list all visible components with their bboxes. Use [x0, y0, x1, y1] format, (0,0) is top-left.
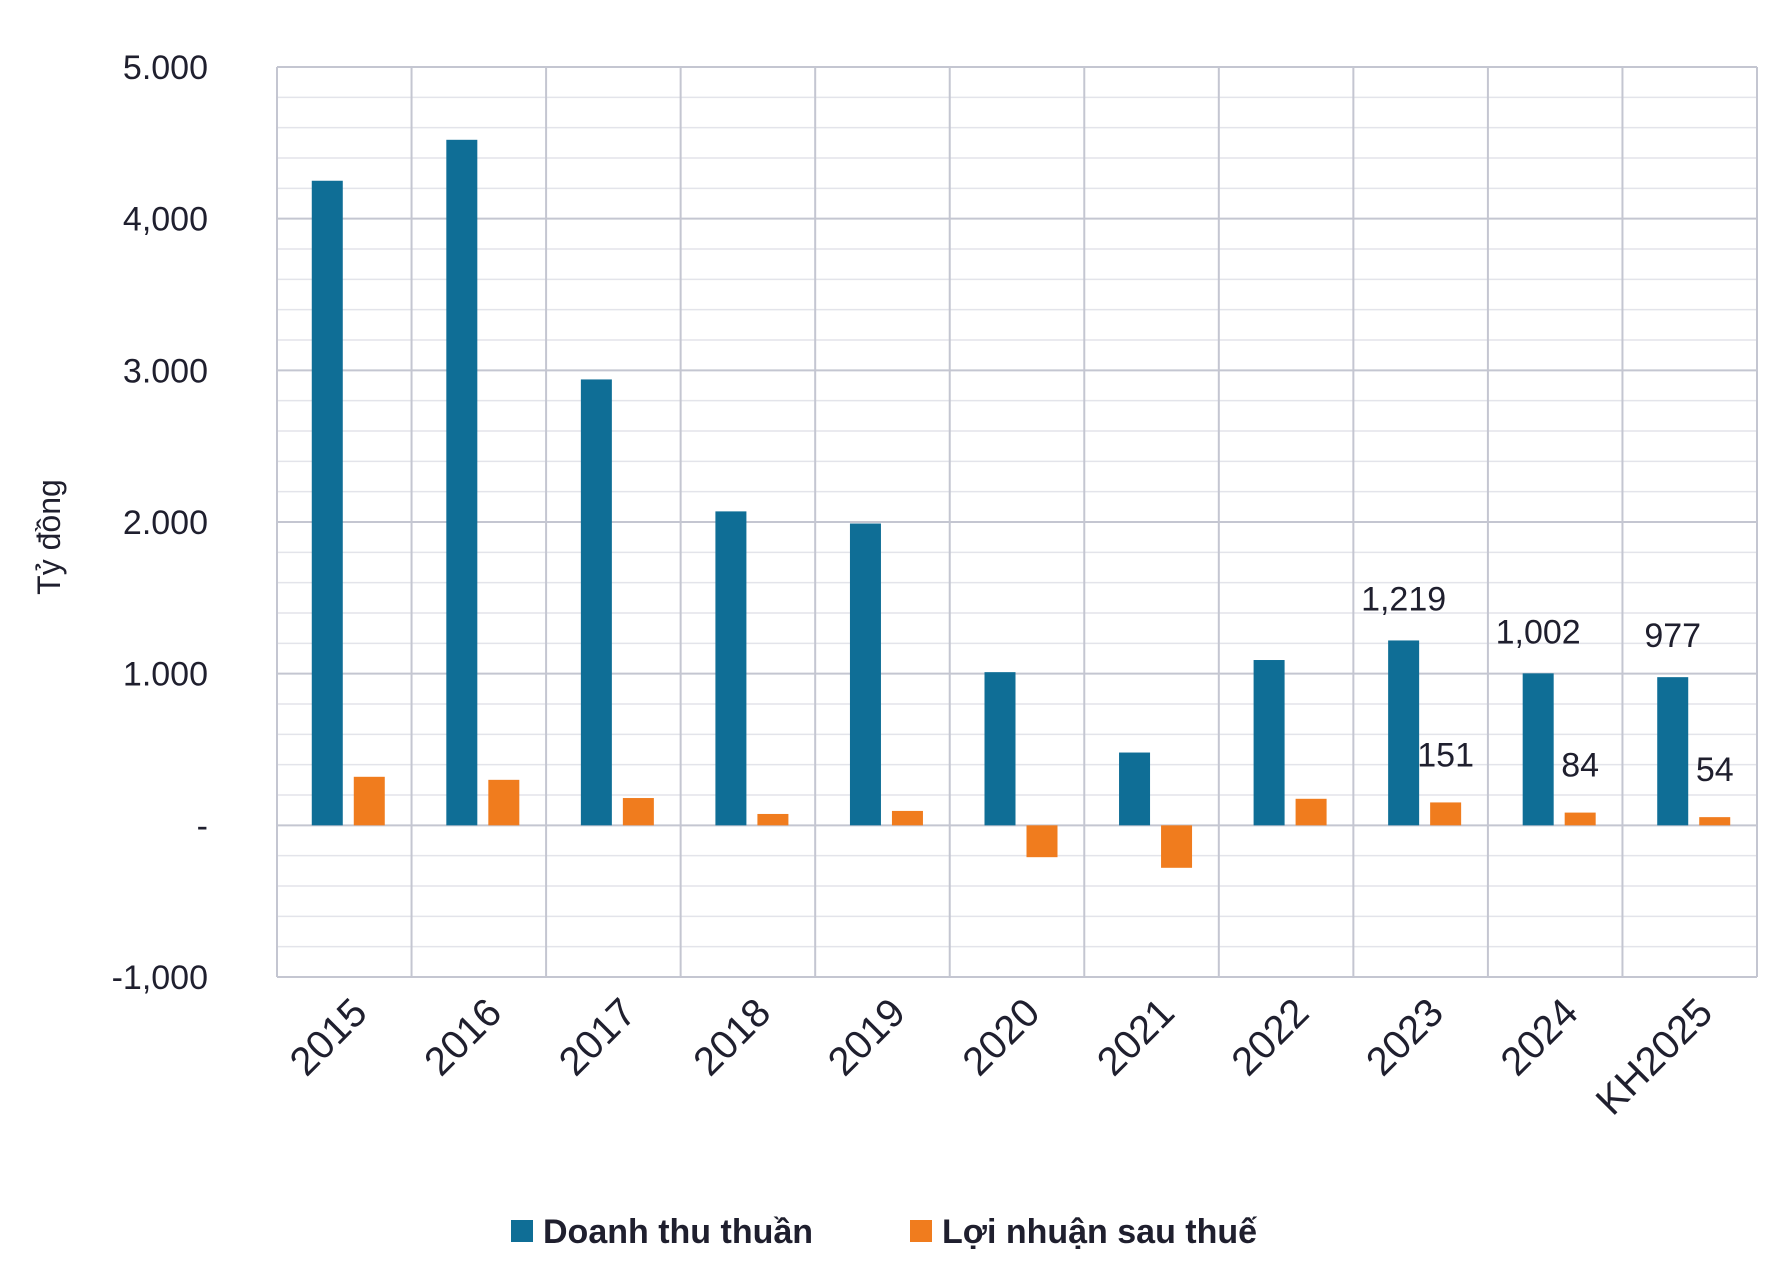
y-tick-label: 2.000	[123, 504, 208, 542]
legend-label-loi-nhuan: Lợi nhuận sau thuế	[942, 1213, 1257, 1251]
bar-loi-nhuan-2016	[488, 779, 520, 826]
legend: Doanh thu thuần Lợi nhuận sau thuế	[511, 1213, 1257, 1251]
bar-loi-nhuan-2024	[1564, 812, 1596, 826]
minor-gridlines	[277, 96, 1757, 948]
bar-loi-nhuan-2018	[757, 813, 789, 826]
bar-loi-nhuan-2017	[622, 798, 654, 826]
legend-swatch-loi-nhuan	[910, 1220, 932, 1242]
x-tick-label-2020: 2020	[954, 990, 1048, 1084]
bar-doanh-thu-2020	[984, 672, 1016, 826]
major-gridlines	[276, 66, 1758, 978]
bar-loi-nhuan-KH2025	[1699, 817, 1731, 826]
legend-label-doanh-thu: Doanh thu thuần	[543, 1213, 813, 1251]
x-tick-label-KH2025: KH2025	[1588, 990, 1721, 1123]
y-axis-title: Tỷ đồng	[31, 479, 67, 595]
bar-doanh-thu-2019	[849, 523, 881, 826]
bar-doanh-thu-2017	[580, 379, 612, 826]
bar-loi-nhuan-2023	[1430, 802, 1462, 826]
bar-loi-nhuan-2015	[353, 776, 385, 826]
bars	[311, 139, 1731, 868]
data-label-doanh-thu-2023: 1,219	[1361, 580, 1446, 618]
x-tick-label-2021: 2021	[1089, 990, 1183, 1084]
legend-swatch-doanh-thu	[511, 1220, 533, 1242]
y-axis-ticks: 5.000 4,000 3.000 2.000 1.000 - -1,000	[112, 49, 208, 997]
bar-doanh-thu-2022	[1253, 660, 1285, 826]
y-tick-label: -	[197, 807, 208, 845]
x-tick-label-2019: 2019	[820, 990, 914, 1084]
y-tick-label: 3.000	[123, 352, 208, 390]
y-tick-label: 4,000	[123, 201, 208, 239]
x-tick-label-2016: 2016	[416, 990, 510, 1084]
data-label-doanh-thu-2024: 1,002	[1496, 613, 1581, 651]
bar-loi-nhuan-2020	[1026, 825, 1058, 858]
data-label-loi-nhuan-KH2025: 54	[1696, 751, 1734, 789]
x-tick-label-2023: 2023	[1358, 990, 1452, 1084]
bar-loi-nhuan-2019	[891, 810, 923, 826]
bar-loi-nhuan-2022	[1295, 798, 1327, 826]
x-tick-label-2018: 2018	[685, 990, 779, 1084]
data-label-loi-nhuan-2024: 84	[1561, 747, 1599, 785]
bar-doanh-thu-2015	[311, 180, 343, 826]
bar-doanh-thu-2016	[446, 139, 478, 826]
y-tick-label: -1,000	[112, 959, 208, 997]
bar-doanh-thu-2018	[715, 511, 747, 826]
x-tick-label-2022: 2022	[1223, 990, 1317, 1084]
x-axis-ticks: 2015 2016 2017 2018 2019 2020 2021 2022 2023 2024…	[282, 990, 1721, 1123]
x-tick-label-2024: 2024	[1493, 990, 1587, 1084]
bar-doanh-thu-2021	[1119, 752, 1151, 826]
x-tick-label-2017: 2017	[551, 990, 645, 1084]
bar-doanh-thu-2023	[1388, 640, 1420, 826]
y-tick-label: 5.000	[123, 49, 208, 87]
bar-doanh-thu-2024	[1522, 673, 1554, 826]
data-labels: 1,219 1,002 977 151 84 54	[1361, 580, 1734, 789]
data-label-doanh-thu-KH2025: 977	[1644, 617, 1701, 655]
bar-loi-nhuan-2021	[1161, 825, 1193, 868]
bar-doanh-thu-KH2025	[1657, 677, 1689, 826]
data-label-loi-nhuan-2023: 151	[1417, 736, 1474, 774]
x-tick-label-2015: 2015	[282, 990, 376, 1084]
y-tick-label: 1.000	[123, 656, 208, 694]
